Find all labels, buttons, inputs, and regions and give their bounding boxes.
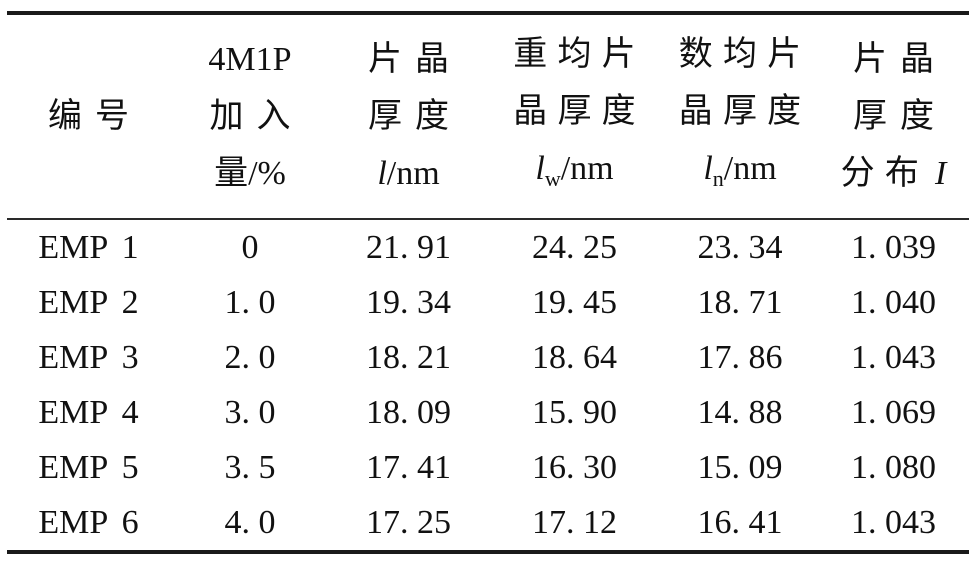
cell-sample-id: EMP 6 [38,503,139,541]
header-label-lw1: 重均片 [513,35,646,73]
table-header: 编号 4M1P 加入 量/% 片晶 厚度 l/nm [7,13,969,220]
cell-lw: 24. 25 [532,228,617,266]
header-label-ln1: 数均片 [678,35,812,73]
cell-ln: 17. 86 [697,338,783,376]
cell-sample-id: EMP 3 [38,338,139,376]
header-unit-dist: 分布 I [840,154,947,192]
table-row-emp6: EMP 6 4. 0 17. 25 17. 12 16. 41 1. 043 [7,495,969,552]
cell-dist: 1. 040 [851,283,936,321]
cell-dist: 1. 069 [851,393,936,431]
header-row: 编号 4M1P 加入 量/% 片晶 厚度 l/nm [7,13,969,220]
cell-lw: 16. 30 [532,448,617,486]
cell-amount: 0 [241,228,259,266]
table-row-emp2: EMP 2 1. 0 19. 34 19. 45 18. 71 1. 040 [7,275,969,330]
cell-amount: 1. 0 [224,283,276,321]
column-header-thickness-distribution: 片晶 厚度 分布 I [818,13,969,220]
column-header-sample-id: 编号 [7,13,170,220]
cell-ln: 16. 41 [697,503,783,541]
header-label-ln2: 晶厚度 [678,92,812,130]
cell-sample-id: EMP 2 [38,283,139,321]
cell-lw: 17. 12 [532,503,617,541]
header-label-sample-id: 编号 [48,97,142,135]
cell-sample-id: EMP 4 [38,393,139,431]
cell-l: 18. 09 [366,393,451,431]
column-header-lamella-thickness: 片晶 厚度 l/nm [330,13,487,220]
cell-amount: 3. 5 [224,448,276,486]
cell-sample-id: EMP 1 [38,228,139,266]
cell-l: 17. 25 [366,503,451,541]
column-header-number-avg-thickness: 数均片 晶厚度 ln/nm [662,13,818,220]
cell-l: 18. 21 [366,338,451,376]
table-row-emp4: EMP 4 3. 0 18. 09 15. 90 14. 88 1. 069 [7,385,969,440]
cell-ln: 15. 09 [697,448,783,486]
cell-ln: 18. 71 [697,283,783,321]
cell-amount: 2. 0 [224,338,276,376]
column-header-weight-avg-thickness: 重均片 晶厚度 lw/nm [487,13,662,220]
cell-lw: 19. 45 [532,283,617,321]
cell-sample-id: EMP 5 [38,448,139,486]
cell-lw: 15. 90 [532,393,617,431]
cell-l: 21. 91 [366,228,451,266]
header-line: 4M1P [208,40,292,78]
cell-ln: 14. 88 [697,393,783,431]
cell-dist: 1. 043 [851,338,936,376]
header-label-l2: 厚度 [368,97,462,135]
header-unit-lw: lw/nm [535,149,614,191]
table-body: EMP 1 0 21. 91 24. 25 23. 34 1. 039 EMP … [7,219,969,552]
header-label-amount: 加入 [209,97,304,135]
cell-l: 17. 41 [366,448,451,486]
cell-lw: 18. 64 [532,338,617,376]
table-row-emp1: EMP 1 0 21. 91 24. 25 23. 34 1. 039 [7,219,969,275]
header-label-l1: 片晶 [368,40,462,78]
cell-dist: 1. 080 [851,448,936,486]
cell-dist: 1. 043 [851,503,936,541]
lamellar-thickness-table: 编号 4M1P 加入 量/% 片晶 厚度 l/nm [7,11,969,554]
cell-dist: 1. 039 [851,228,936,266]
header-label-dist2: 厚度 [853,97,947,135]
column-header-4m1p-amount: 4M1P 加入 量/% [170,13,330,220]
header-unit-ln: ln/nm [703,149,777,191]
cell-amount: 4. 0 [224,503,276,541]
header-unit-amount: 量/% [214,154,286,192]
cell-amount: 3. 0 [224,393,276,431]
table-row-emp3: EMP 3 2. 0 18. 21 18. 64 17. 86 1. 043 [7,330,969,385]
cell-l: 19. 34 [366,283,451,321]
header-label-lw2: 晶厚度 [513,92,646,130]
cell-ln: 23. 34 [697,228,783,266]
table-row-emp5: EMP 5 3. 5 17. 41 16. 30 15. 09 1. 080 [7,440,969,495]
header-label-dist1: 片晶 [853,40,947,78]
header-unit-l: l/nm [377,154,440,192]
